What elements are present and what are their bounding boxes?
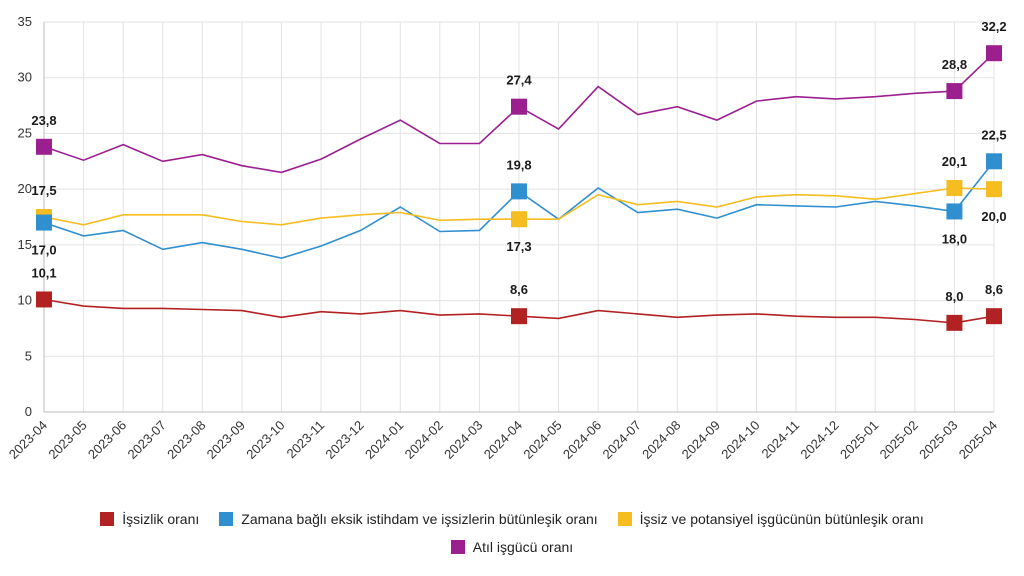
legend-item-zamana-bagli: Zamana bağlı eksik istihdam ve işsizleri…: [219, 511, 598, 527]
y-tick-label: 0: [25, 404, 32, 419]
data-label: 28,8: [942, 57, 967, 72]
legend-row-1: İşsizlik oranı Zamana bağlı eksik istihd…: [0, 505, 1024, 533]
series-markers: [36, 45, 1002, 331]
data-marker: [36, 138, 52, 155]
data-label: 32,2: [981, 19, 1006, 34]
legend-swatch: [617, 512, 632, 526]
data-label: 17,0: [31, 243, 56, 258]
data-marker: [946, 180, 963, 197]
data-label: 23,8: [31, 113, 56, 128]
x-tick-label: 2023-10: [243, 418, 287, 462]
x-tick-label: 2023-09: [204, 418, 248, 462]
y-tick-label: 25: [18, 125, 32, 140]
x-tick-label: 2024-11: [759, 418, 803, 462]
legend-item-issizlik: İşsizlik oranı: [100, 511, 199, 527]
x-tick-label: 2023-04: [6, 418, 50, 462]
x-tick-label: 2024-05: [520, 418, 564, 462]
data-marker: [511, 211, 527, 228]
grid: [43, 21, 995, 413]
data-marker: [511, 98, 527, 115]
data-label: 20,1: [942, 154, 967, 169]
data-label: 18,0: [942, 231, 967, 246]
line-chart: 051015202530352023-042023-052023-062023-…: [6, 14, 1007, 462]
legend-item-potansiyel: İşsiz ve potansiyel işgücünün bütünleşik…: [617, 511, 924, 527]
legend-row-2: Atıl işgücü oranı: [0, 533, 1024, 561]
data-marker: [36, 214, 52, 231]
data-label: 8,6: [985, 282, 1003, 297]
x-tick-label: 2023-08: [164, 418, 208, 462]
x-tick-label: 2024-10: [718, 418, 762, 462]
x-tick-label: 2024-07: [600, 418, 644, 462]
data-label: 27,4: [506, 73, 532, 88]
data-marker: [986, 153, 1002, 170]
legend-label: İşsizlik oranı: [122, 511, 200, 527]
y-tick-label: 20: [18, 181, 32, 196]
data-label: 10,1: [31, 265, 56, 280]
legend-swatch: [100, 512, 115, 526]
data-marker: [946, 83, 963, 100]
y-tick-label: 5: [25, 348, 32, 363]
y-tick-label: 35: [18, 14, 32, 29]
x-tick-label: 2024-01: [362, 418, 406, 462]
data-label: 20,0: [981, 209, 1006, 224]
x-tick-label: 2024-03: [441, 418, 485, 462]
y-tick-label: 15: [18, 237, 32, 252]
data-marker: [986, 45, 1002, 62]
x-tick-label: 2024-12: [797, 418, 841, 462]
x-tick-label: 2025-04: [956, 418, 1000, 462]
x-tick-label: 2025-03: [916, 418, 960, 462]
x-tick-label: 2023-11: [284, 418, 328, 462]
data-label: 8,6: [510, 282, 528, 297]
x-tick-label: 2023-05: [45, 418, 89, 462]
data-marker: [946, 203, 963, 220]
x-tick-label: 2024-08: [639, 418, 683, 462]
x-tick-label: 2024-04: [481, 418, 525, 462]
data-label: 19,8: [506, 157, 531, 172]
legend-swatch: [450, 540, 465, 554]
legend-label: Zamana bağlı eksik istihdam ve işsizleri…: [241, 511, 598, 527]
data-label: 8,0: [945, 289, 963, 304]
data-labels: 10,1 8,6 8,0 8,6 17,0 19,8 18,0 22,5 17,5 17,3 20,…: [31, 19, 1006, 304]
y-tick-label: 10: [18, 293, 32, 308]
x-tick-label: 2023-12: [322, 418, 366, 462]
data-marker: [511, 183, 527, 200]
legend: İşsizlik oranı Zamana bağlı eksik istihd…: [0, 505, 1024, 561]
legend-label: İşsiz ve potansiyel işgücünün bütünleşik…: [639, 511, 924, 527]
y-tick-label: 30: [18, 70, 32, 85]
data-label: 17,5: [31, 183, 56, 198]
legend-label: Atıl işgücü oranı: [472, 539, 574, 555]
data-marker: [986, 308, 1002, 325]
data-marker: [986, 181, 1002, 198]
x-tick-label: 2024-09: [679, 418, 723, 462]
data-label: 17,3: [506, 239, 531, 254]
data-marker: [36, 291, 52, 308]
data-label: 22,5: [981, 127, 1006, 142]
x-tick-label: 2024-06: [560, 418, 604, 462]
legend-item-atil: Atıl işgücü oranı: [450, 539, 574, 555]
x-tick-label: 2025-02: [877, 418, 921, 462]
x-tick-label: 2023-06: [85, 418, 129, 462]
legend-swatch: [219, 512, 234, 526]
data-marker: [946, 314, 963, 331]
x-tick-label: 2025-01: [837, 418, 881, 462]
data-marker: [511, 308, 527, 325]
x-tick-label: 2023-07: [125, 418, 169, 462]
x-tick-label: 2024-02: [402, 418, 446, 462]
axes: 051015202530352023-042023-052023-062023-…: [6, 14, 1000, 462]
